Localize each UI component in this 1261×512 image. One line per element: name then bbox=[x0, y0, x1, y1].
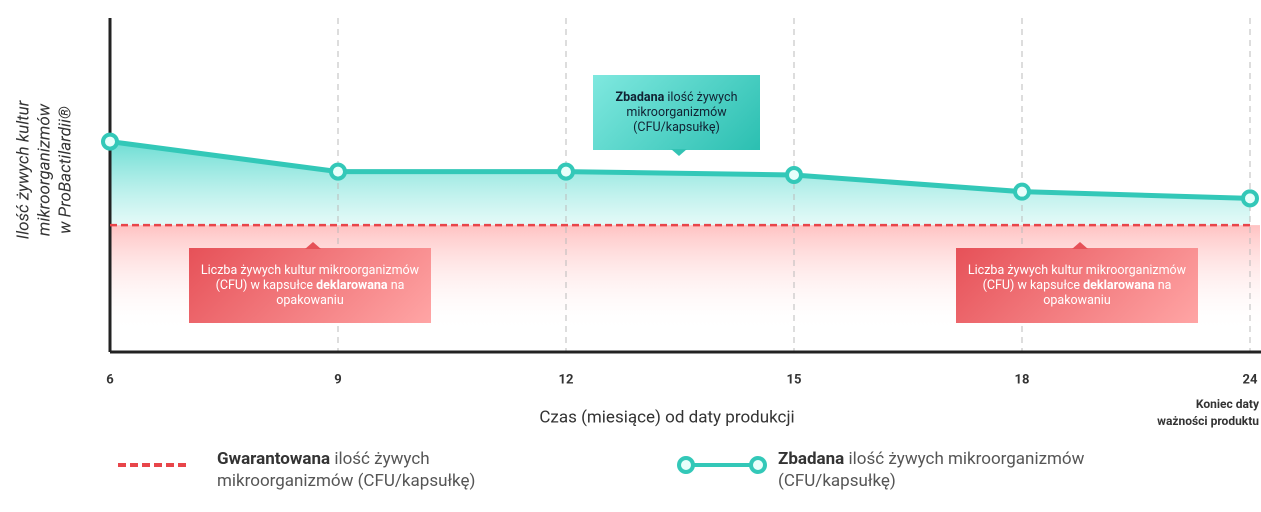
x-tick-label: 9 bbox=[334, 372, 341, 387]
x-tick-label: 15 bbox=[787, 372, 802, 387]
x-tick-label: 24 bbox=[1243, 372, 1258, 387]
y-axis-label: Ilość żywych kultur mikroorganizmów w Pr… bbox=[13, 100, 75, 239]
x-axis-label: Czas (miesiące) od daty produkcji bbox=[539, 407, 794, 427]
callout-bold: Zbadana bbox=[615, 90, 665, 105]
callout-text: ilość żywych mikroorganizmów (CFU/kapsuł… bbox=[626, 90, 738, 135]
legend-entry: Zbadana ilość żywych mikroorganizmów (CF… bbox=[778, 448, 1108, 492]
marker bbox=[101, 132, 119, 151]
x-tick-label: 12 bbox=[559, 372, 574, 387]
y-label-line: w ProBactilardii® bbox=[55, 106, 75, 234]
callout-text: na opakowaniu bbox=[1043, 278, 1172, 308]
marker bbox=[557, 162, 575, 181]
series-line bbox=[109, 139, 1251, 201]
y-label-line: Ilość żywych kultur bbox=[13, 100, 33, 239]
x-note: Koniec daty bbox=[1196, 397, 1260, 411]
callout: Zbadana ilość żywych mikroorganizmów (CF… bbox=[593, 75, 760, 156]
legend-bold: Zbadana bbox=[778, 449, 845, 469]
x-tick-label: 18 bbox=[1015, 372, 1030, 387]
legend-text: ilość żywych mikroorganizmów (CFU/kapsuł… bbox=[217, 449, 476, 491]
y-label-line: mikroorganizmów bbox=[34, 103, 54, 236]
x-note: ważności produktu bbox=[1157, 414, 1259, 428]
callout: Liczba żywych kultur mikroorganizmów (CF… bbox=[956, 242, 1198, 323]
callout: Liczba żywych kultur mikroorganizmów (CF… bbox=[189, 242, 431, 323]
legend-bold: Gwarantowana bbox=[217, 449, 331, 469]
callout-text: na opakowaniu bbox=[276, 278, 405, 308]
marker bbox=[785, 165, 803, 184]
legend-entry: Gwarantowana ilość żywych mikroorganizmó… bbox=[217, 448, 547, 492]
callout-bold: deklarowana bbox=[316, 278, 388, 293]
marker bbox=[1241, 189, 1259, 208]
x-tick-label: 6 bbox=[106, 372, 114, 387]
marker bbox=[329, 162, 347, 181]
area bbox=[110, 141, 1250, 226]
callout-bold: deklarowana bbox=[1083, 278, 1155, 293]
callout-text: Liczba żywych kultur mikroorganizmów (CF… bbox=[200, 263, 420, 293]
callout-text: Liczba żywych kultur mikroorganizmów (CF… bbox=[967, 263, 1187, 293]
marker bbox=[1013, 182, 1031, 201]
legend-text: ilość żywych mikroorganizmów (CFU/kapsuł… bbox=[778, 449, 1085, 491]
legend-swatch bbox=[677, 456, 767, 474]
